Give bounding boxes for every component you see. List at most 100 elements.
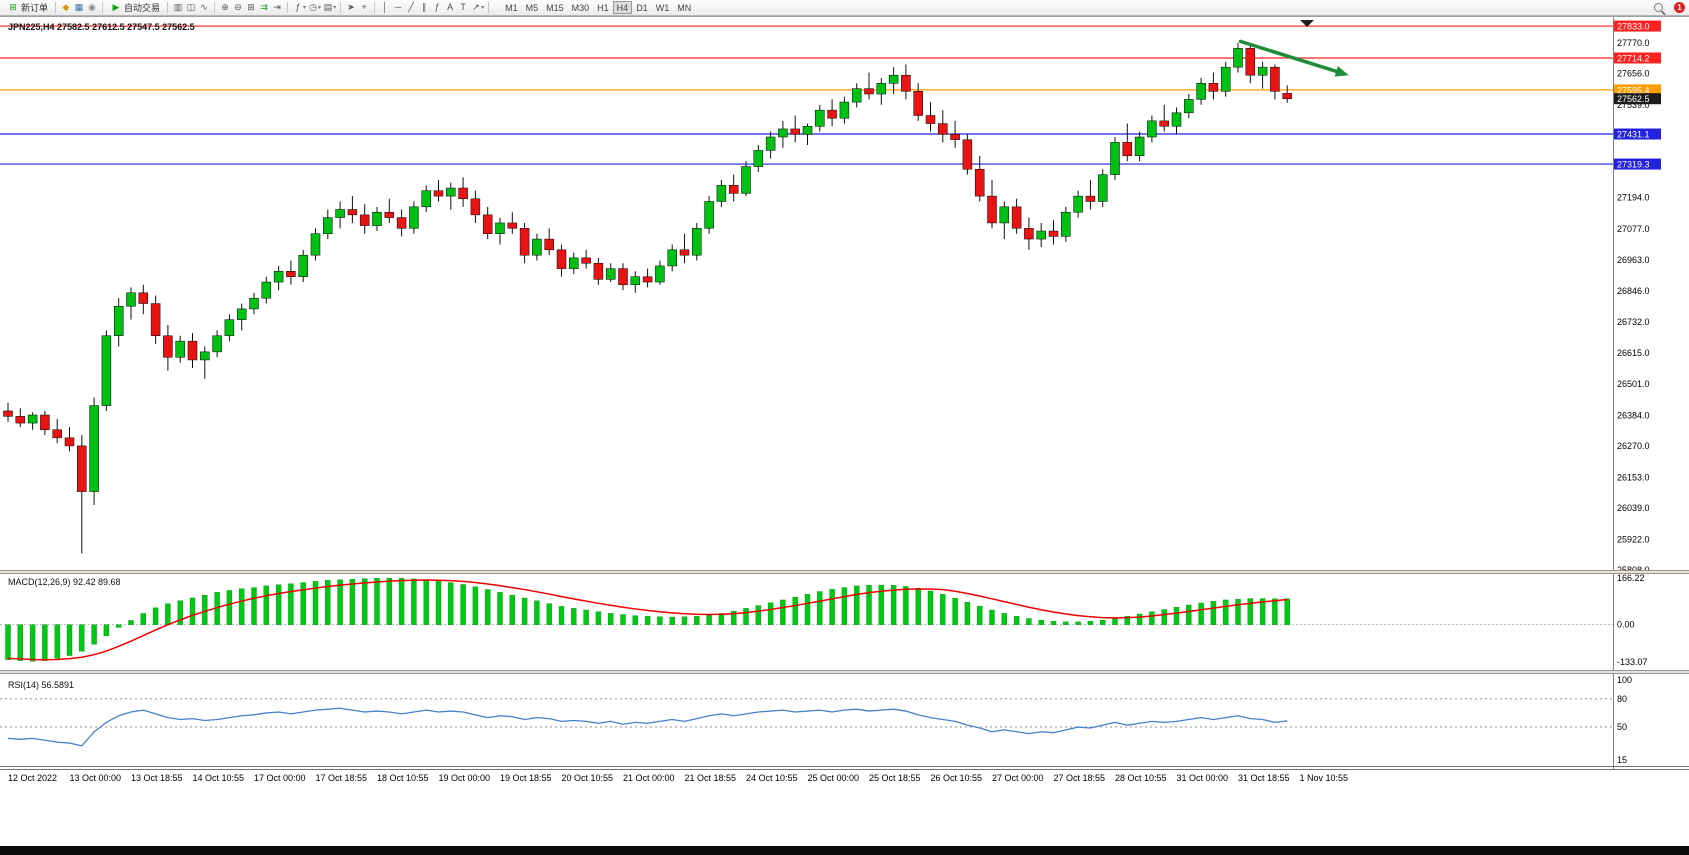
macd-bar [534,600,540,625]
trend-arrow-head[interactable] [1334,66,1349,77]
macd-bar [128,620,134,625]
candle-body [925,115,936,124]
label-icon[interactable]: T [460,2,466,12]
date-label: 18 Oct 10:55 [377,773,429,783]
rsi-tick-label: 80 [1617,694,1627,704]
macd-bar [657,616,663,625]
candle-body [692,228,702,256]
periods-caret-icon[interactable]: ▾ [318,5,322,11]
templates-caret-icon[interactable]: ▾ [333,5,337,11]
macd-bar [300,582,306,625]
timeframe-button-w1[interactable]: W1 [652,1,674,14]
arrows-icon[interactable]: ↗ [472,2,480,12]
timeframe-button-d1[interactable]: D1 [632,1,652,14]
candle-body [396,217,407,229]
zoom-out-icon[interactable]: ⊖ [234,2,242,12]
text-icon[interactable]: A [447,2,454,12]
indicators-icon[interactable]: ƒ [295,2,301,12]
candle-body [310,233,321,256]
macd-bar [755,605,761,625]
panel-divider[interactable] [0,571,1689,574]
candle-body [1220,66,1231,92]
cursor-icon[interactable]: ➤ [347,2,355,12]
panel-divider[interactable] [0,671,1689,674]
crosshair-icon[interactable]: + [361,2,367,12]
candle-body [913,91,923,116]
macd-bar [42,624,48,661]
fibonacci-icon[interactable]: ƒ [434,2,440,12]
candle-body [335,209,345,218]
candlestick-chart-icon[interactable]: ◫ [186,2,196,12]
candle-body [1208,83,1219,92]
chart-window-icon[interactable]: ▦ [74,2,84,12]
macd-bar [251,587,257,625]
macd-bar [817,591,823,625]
templates-icon[interactable]: ▤ [323,2,333,12]
channel-icon[interactable]: ∥ [421,2,427,12]
macd-bar [1124,616,1131,625]
search-icon[interactable] [1654,3,1663,12]
price-tick-label: 26615.0 [1617,348,1650,358]
macd-bar [878,584,884,625]
candle-body [1257,66,1268,76]
macd-bar [952,598,958,625]
new-order-button[interactable]: ⊞ 新订单 [4,1,51,15]
timeframe-button-m15[interactable]: M15 [542,1,568,14]
candle-body [630,276,641,285]
bar-chart-icon[interactable]: ▥ [173,2,183,12]
indicators-caret-icon[interactable]: ▾ [303,5,307,11]
periods-icon[interactable]: ◷ [309,2,317,12]
chart-shift-marker[interactable] [1300,20,1314,27]
price-badge-27833.0 [1614,20,1661,32]
candle-body [163,335,173,358]
macd-bar [54,624,60,659]
candle-body [679,249,690,256]
zoom-in-icon[interactable]: ⊕ [221,2,229,12]
macd-bar [644,616,651,625]
timeframe-button-m5[interactable]: M5 [522,1,543,14]
macd-bar [115,624,122,628]
macd-bar [238,588,245,625]
candle-body [987,195,997,224]
candle-body [138,292,149,304]
candle-body [212,335,222,353]
price-tick-label: 26039.0 [1617,503,1650,513]
new-order-label: 新订单 [21,3,49,13]
macd-bar [1210,601,1217,625]
candle-body [593,262,604,280]
notification-badge[interactable]: 1 [1674,2,1685,13]
arrows-caret-icon[interactable]: ▾ [481,5,485,11]
auto-trading-button[interactable]: ▶ 自动交易 [107,1,163,15]
timeframe-button-mn[interactable]: MN [673,1,695,14]
trendline-icon[interactable]: ╱ [408,2,414,12]
toolbar: ⊞ 新订单 ◆ ▦ ◉ ▶ 自动交易 ▥ ◫ ∿ ⊕ ⊖ ⊞ ⇉ ⇥ ƒ ▾ ◷ ▾… [0,0,1689,16]
macd-bar [521,597,528,625]
signals-icon[interactable]: ◉ [88,2,96,12]
date-label: 21 Oct 00:00 [623,773,675,783]
timeframe-button-m30[interactable]: M30 [568,1,594,14]
horizontal-line-icon[interactable]: ─ [394,2,402,12]
price-badge-27595.4 [1614,84,1661,96]
line-chart-icon[interactable]: ∿ [200,2,208,12]
timeframe-button-h4[interactable]: H4 [612,1,633,14]
timeframe-button-m1[interactable]: M1 [501,1,522,14]
macd-bar [411,578,417,625]
tile-windows-icon[interactable]: ⊞ [247,2,255,12]
timeframe-button-h1[interactable]: H1 [593,1,613,14]
price-tick-label: 27194.0 [1617,193,1650,203]
candle-body [1011,206,1022,229]
macd-bar [546,603,552,625]
auto-scroll-icon[interactable]: ⇉ [260,2,268,12]
macd-bar [964,601,971,625]
candle-body [1171,112,1182,127]
date-label: 13 Oct 18:55 [131,773,183,783]
vertical-line-icon[interactable]: │ [382,2,388,12]
play-icon: ▶ [112,2,120,12]
candle-body [1282,93,1292,99]
trend-arrow[interactable] [1238,39,1345,76]
macd-bar [423,579,429,625]
macd-bar [1247,598,1254,625]
chart-shift-icon[interactable]: ⇥ [273,2,281,12]
mql-wizard-icon[interactable]: ◆ [62,2,70,12]
